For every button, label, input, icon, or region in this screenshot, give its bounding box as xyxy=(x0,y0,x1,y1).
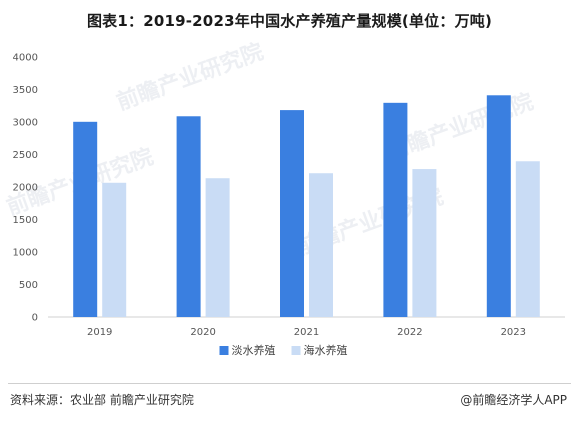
x-tick-label: 2022 xyxy=(397,327,422,338)
bar-2022-s1 xyxy=(412,169,437,317)
bar-2023-s1 xyxy=(515,161,540,317)
y-tick-label: 1500 xyxy=(13,215,38,226)
y-tick-label: 3000 xyxy=(13,118,38,129)
y-tick-label: 2500 xyxy=(13,150,38,161)
y-tick-label: 3500 xyxy=(13,85,38,96)
legend-swatch xyxy=(291,346,301,355)
x-tick-label: 2023 xyxy=(501,327,526,338)
bar-2019-s0 xyxy=(73,121,98,318)
x-tick-label: 2020 xyxy=(190,327,215,338)
y-tick-label: 500 xyxy=(19,280,38,291)
watermark-text: 前瞻产业研究院 xyxy=(113,39,267,116)
bar-2020-s0 xyxy=(176,116,201,317)
legend-swatch xyxy=(219,346,229,355)
bar-2021-s1 xyxy=(309,173,333,317)
x-tick-label: 2021 xyxy=(294,327,319,338)
x-tick-label: 2019 xyxy=(87,327,112,338)
y-axis: 0 500 1000 1500 2000 2500 3000 3500 4000 xyxy=(13,53,38,324)
bar-2023-s0 xyxy=(486,95,511,317)
legend: 淡水养殖 海水养殖 xyxy=(219,343,348,357)
y-tick-label: 2000 xyxy=(13,183,38,194)
bars-layer xyxy=(73,95,540,318)
x-axis: 2019 2020 2021 2022 2023 xyxy=(48,316,565,338)
footer-divider xyxy=(8,383,571,384)
brand-text: @前瞻经济学人APP xyxy=(460,393,567,407)
y-tick-label: 4000 xyxy=(13,53,38,64)
chart-title: 图表1：2019-2023年中国水产养殖产量规模(单位：万吨) xyxy=(86,12,493,30)
bar-2019-s1 xyxy=(102,182,127,317)
bar-2022-s0 xyxy=(383,102,408,317)
bar-2020-s1 xyxy=(205,178,230,317)
source-text: 资料来源：农业部 前瞻产业研究院 xyxy=(10,393,194,407)
legend-label: 海水养殖 xyxy=(304,343,348,357)
bar-2021-s0 xyxy=(280,110,304,317)
legend-label: 淡水养殖 xyxy=(232,343,276,357)
y-tick-label: 1000 xyxy=(13,248,38,259)
y-tick-label: 0 xyxy=(32,313,38,324)
